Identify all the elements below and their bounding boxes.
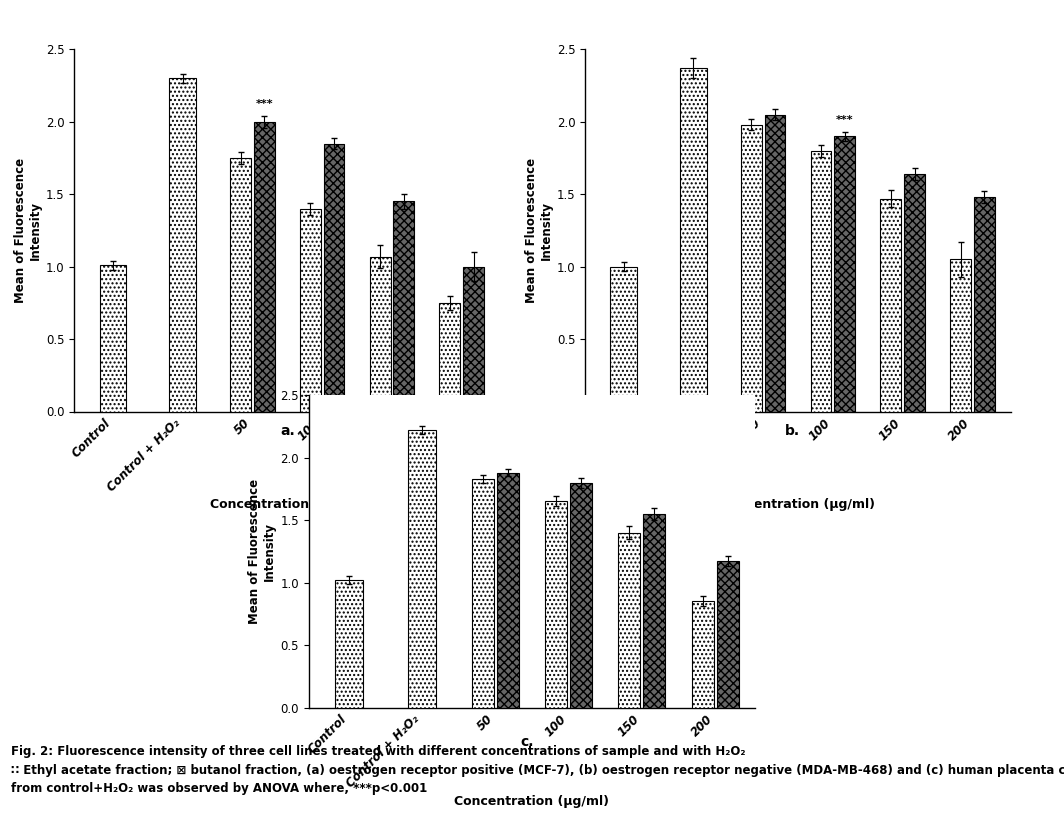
Bar [611,267,637,412]
Bar [644,514,665,708]
Bar [904,174,925,412]
Text: ∷ Ethyl acetate fraction; ⊠ butanol fraction, (a) oestrogen receptor positive (M: ∷ Ethyl acetate fraction; ⊠ butanol frac… [11,764,1064,777]
Bar [323,143,345,412]
Bar [717,561,738,708]
X-axis label: Concentration (µg/ml): Concentration (µg/ml) [210,498,365,511]
Bar [369,257,390,412]
Bar [300,209,320,412]
Bar [409,430,436,708]
Bar [545,501,567,708]
Bar [680,68,706,412]
Bar [394,202,414,412]
Bar [497,472,519,708]
Bar [880,198,901,412]
Bar [765,114,785,412]
Bar [472,479,494,708]
Text: ***: *** [255,99,273,109]
Bar [974,198,995,412]
Text: from control+H₂O₂ was observed by ANOVA where, ***p<0.001: from control+H₂O₂ was observed by ANOVA … [11,782,427,795]
Bar [335,580,363,708]
Y-axis label: Mean of Fluorescence
Intensity: Mean of Fluorescence Intensity [248,479,276,624]
Bar [254,122,275,411]
Text: Fig. 2: Fluorescence intensity of three cell lines treated with different concen: Fig. 2: Fluorescence intensity of three … [11,745,745,758]
Bar [811,151,831,412]
Bar [834,137,855,411]
Bar [439,303,461,412]
Bar [463,267,484,412]
Bar [950,259,971,412]
Text: a.: a. [280,424,295,438]
Text: ***: *** [836,114,853,125]
Bar [570,482,592,708]
Bar [618,532,641,708]
Text: c.: c. [520,735,533,749]
Bar [692,602,714,708]
X-axis label: Concentration (µg/ml): Concentration (µg/ml) [720,498,876,511]
Y-axis label: Mean of Fluorescence
Intensity: Mean of Fluorescence Intensity [525,158,552,303]
Bar [169,78,196,412]
Text: b.: b. [785,424,800,438]
Y-axis label: Mean of Fluorescence
Intensity: Mean of Fluorescence Intensity [14,158,41,303]
Bar [100,265,127,412]
Bar [230,158,251,412]
X-axis label: Concentration (µg/ml): Concentration (µg/ml) [454,794,610,807]
Bar [741,125,762,412]
